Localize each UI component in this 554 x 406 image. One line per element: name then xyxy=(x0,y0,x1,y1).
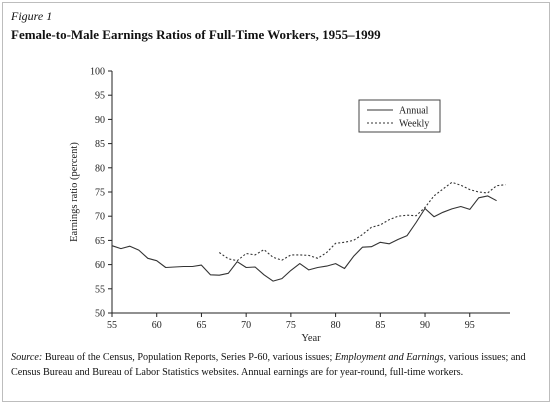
y-tick-label: 90 xyxy=(95,115,105,126)
x-tick-label: 65 xyxy=(196,320,206,331)
y-tick-label: 100 xyxy=(90,67,105,78)
x-tick-label: 60 xyxy=(152,320,162,331)
figure-label: Figure 1 xyxy=(11,9,53,23)
y-tick-label: 95 xyxy=(95,91,105,102)
x-tick-label: 90 xyxy=(420,320,430,331)
x-tick-label: 80 xyxy=(331,320,341,331)
figure-frame xyxy=(2,2,550,402)
y-tick-label: 50 xyxy=(95,309,105,320)
y-tick-label: 70 xyxy=(95,212,105,223)
legend-box xyxy=(358,99,441,133)
x-tick-label: 85 xyxy=(375,320,385,331)
caption-text-1: Bureau of the Census, Population Reports… xyxy=(42,352,335,363)
chart-legend: Annual Weekly xyxy=(358,99,441,133)
y-tick-label: 80 xyxy=(95,163,105,174)
caption-source-label: Source: xyxy=(11,352,43,363)
y-tick-label: 75 xyxy=(95,188,105,199)
figure-title: Female-to-Male Earnings Ratios of Full-T… xyxy=(11,27,381,42)
legend-label-weekly: Weekly xyxy=(399,119,429,130)
caption-italic-text: Employment and Earnings, xyxy=(334,352,447,363)
y-tick-label: 85 xyxy=(95,139,105,150)
x-tick-label: 95 xyxy=(465,320,475,331)
series-line-weekly xyxy=(218,181,506,262)
figure-caption: Source: Bureau of the Census, Population… xyxy=(11,350,543,380)
x-tick-label: 75 xyxy=(286,320,296,331)
x-axis-label: Year xyxy=(301,333,321,344)
chart-series xyxy=(111,181,506,282)
y-tick-label: 60 xyxy=(95,260,105,271)
y-tick-label: 55 xyxy=(95,284,105,295)
x-tick-label: 70 xyxy=(241,320,251,331)
series-line-annual xyxy=(111,195,497,282)
y-tick-label: 65 xyxy=(95,236,105,247)
x-tick-label: 55 xyxy=(107,320,117,331)
legend-label-annual: Annual xyxy=(399,106,429,117)
caption-text-2: various issues; and Census Bureau and Bu… xyxy=(11,352,526,378)
y-axis-label: Earnings ratio (percent) xyxy=(69,142,80,242)
